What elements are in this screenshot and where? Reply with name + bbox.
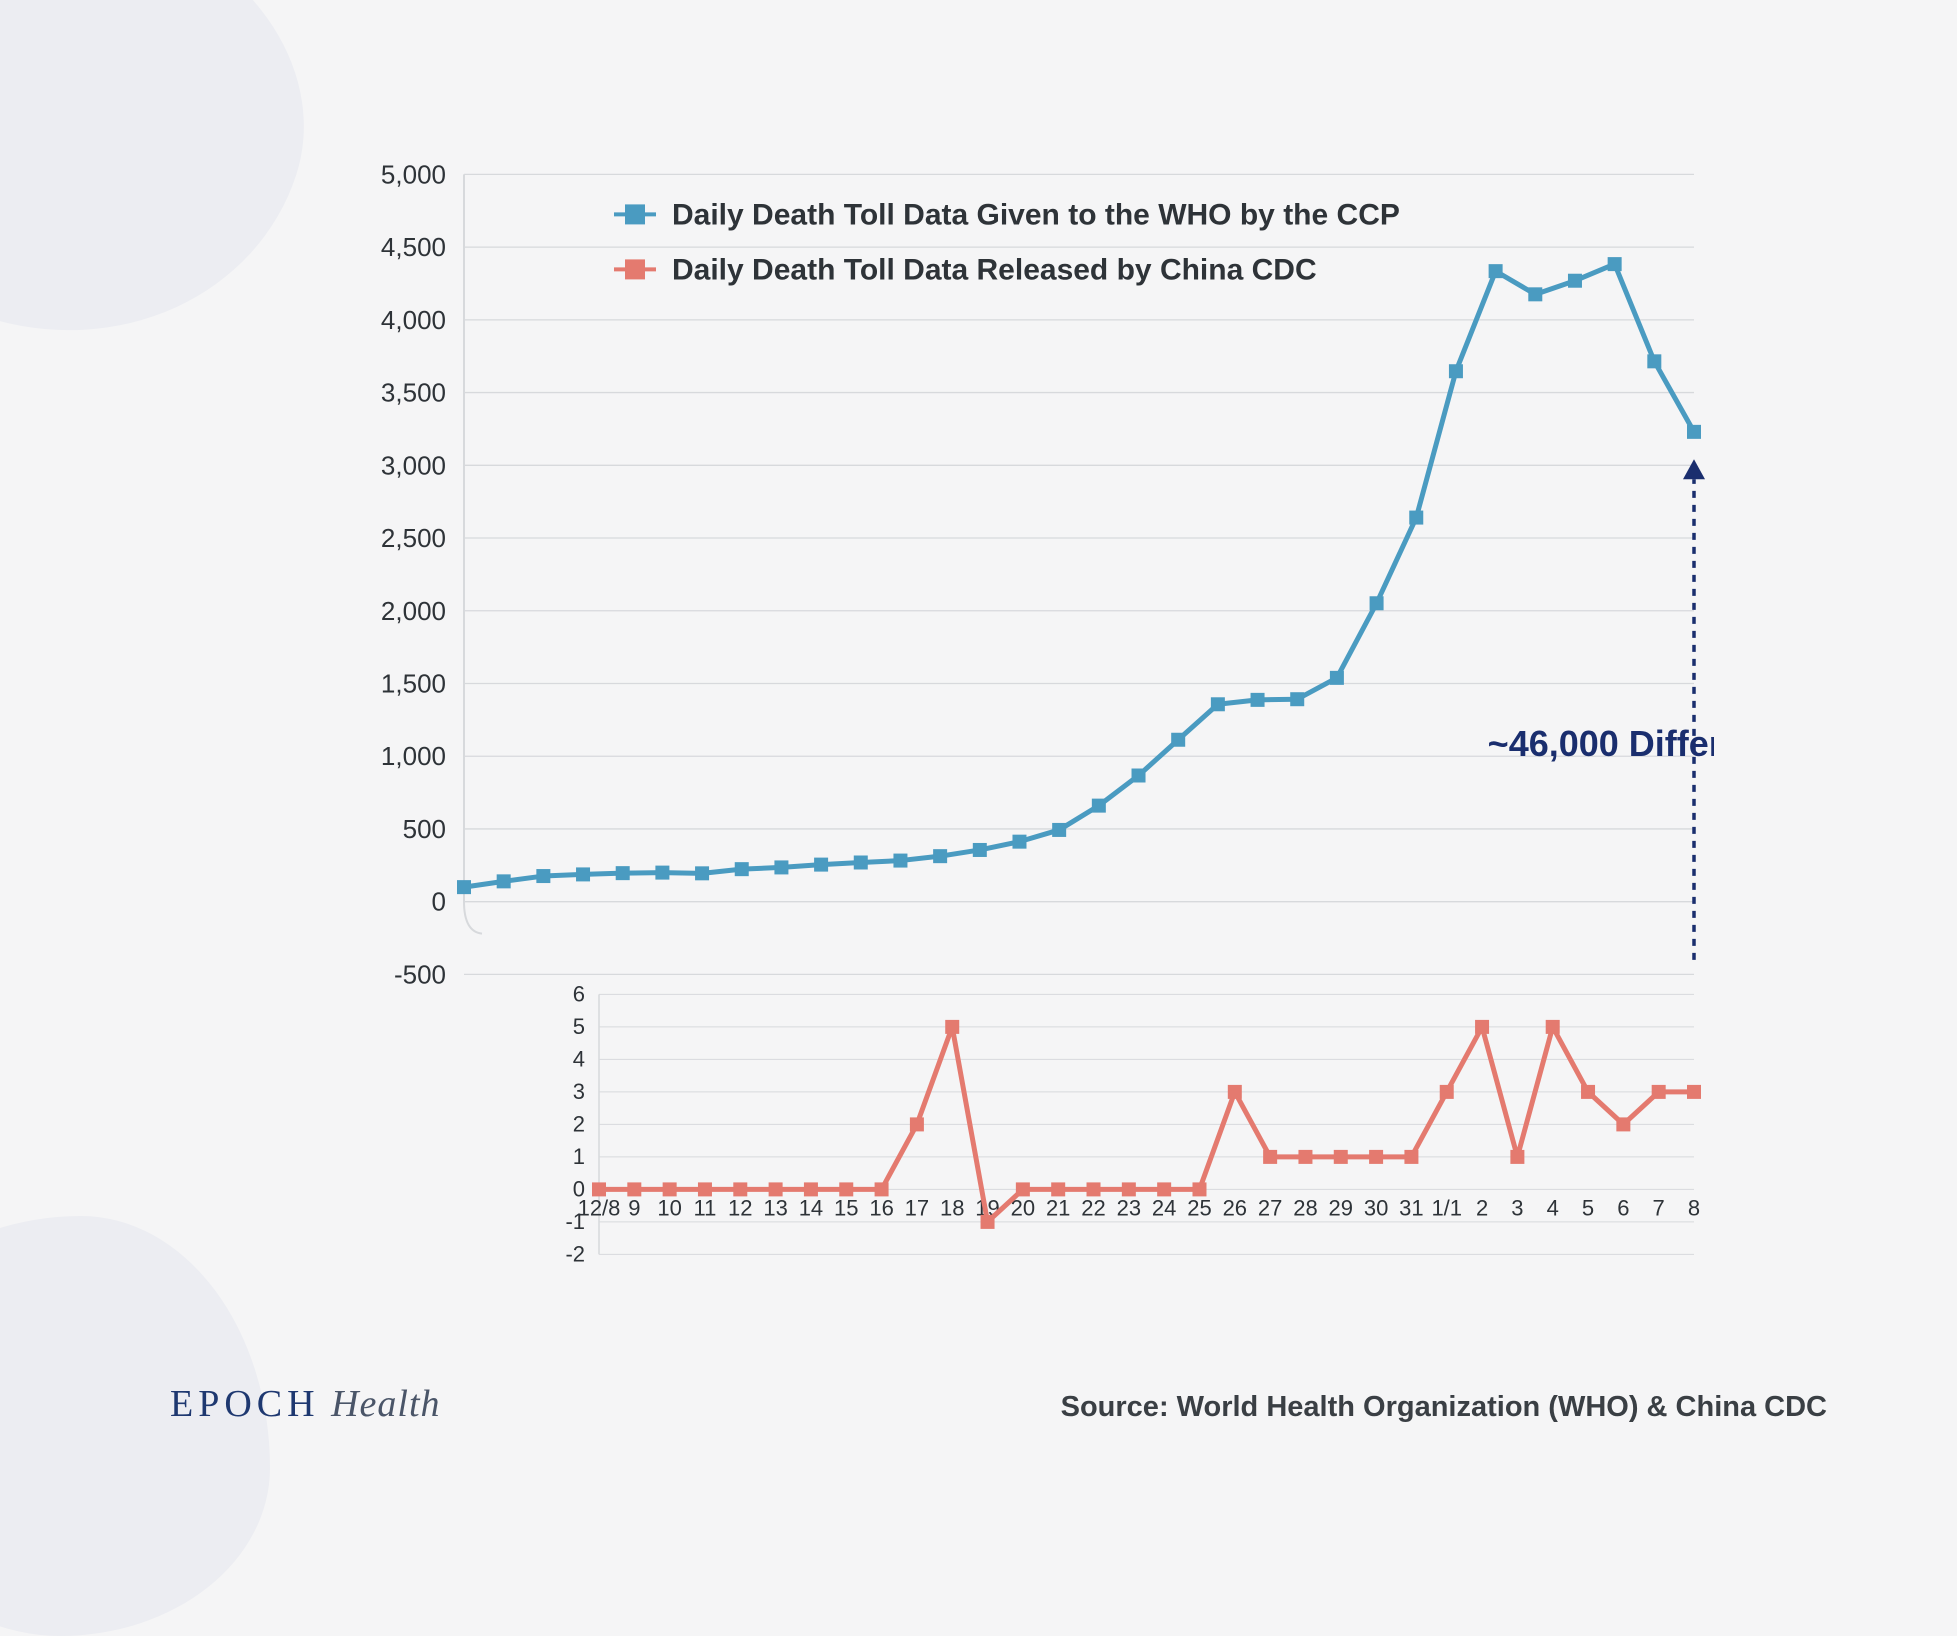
svg-text:3,500: 3,500	[380, 378, 445, 408]
svg-text:12/8: 12/8	[577, 1195, 620, 1220]
svg-text:5: 5	[572, 1014, 584, 1039]
svg-text:13: 13	[763, 1195, 787, 1220]
svg-text:4: 4	[1546, 1195, 1558, 1220]
svg-text:18: 18	[939, 1195, 963, 1220]
svg-text:27: 27	[1257, 1195, 1281, 1220]
svg-text:2: 2	[1475, 1195, 1487, 1220]
svg-text:25: 25	[1187, 1195, 1211, 1220]
svg-text:2,000: 2,000	[380, 596, 445, 626]
svg-text:30: 30	[1363, 1195, 1387, 1220]
svg-text:2: 2	[572, 1111, 584, 1136]
brand-part-2: Health	[331, 1383, 440, 1425]
svg-text:3: 3	[572, 1079, 584, 1104]
svg-text:5,000: 5,000	[380, 159, 445, 189]
svg-text:23: 23	[1116, 1195, 1140, 1220]
svg-text:24: 24	[1151, 1195, 1175, 1220]
svg-text:7: 7	[1652, 1195, 1664, 1220]
svg-text:2,500: 2,500	[380, 523, 445, 553]
svg-text:4: 4	[572, 1046, 584, 1071]
svg-text:6: 6	[572, 981, 584, 1006]
legend-label: Daily Death Toll Data Given to the WHO b…	[672, 198, 1400, 231]
chart-svg: -500 0 500 1,000 1,500 2,000 2,500 3,000 3,500 4,…	[244, 144, 1714, 1324]
svg-text:8: 8	[1687, 1195, 1699, 1220]
footer: EPOCH Health Source: World Health Organi…	[170, 1382, 1827, 1426]
svg-text:28: 28	[1293, 1195, 1317, 1220]
svg-text:-500: -500	[393, 959, 445, 989]
svg-text:14: 14	[798, 1195, 822, 1220]
svg-text:21: 21	[1045, 1195, 1069, 1220]
brand-logo: EPOCH Health	[170, 1382, 441, 1426]
svg-text:3: 3	[1511, 1195, 1523, 1220]
svg-text:10: 10	[657, 1195, 681, 1220]
svg-text:6: 6	[1617, 1195, 1629, 1220]
source-text: Source: World Health Organization (WHO) …	[1061, 1391, 1827, 1424]
svg-text:1: 1	[572, 1144, 584, 1169]
background-blob-bottom	[0, 1216, 270, 1636]
svg-text:9: 9	[628, 1195, 640, 1220]
svg-text:5: 5	[1581, 1195, 1593, 1220]
brand-part-1: EPOCH	[170, 1383, 320, 1425]
svg-text:22: 22	[1081, 1195, 1105, 1220]
svg-text:31: 31	[1399, 1195, 1423, 1220]
svg-text:3,000: 3,000	[380, 450, 445, 480]
svg-text:17: 17	[904, 1195, 928, 1220]
svg-text:1,000: 1,000	[380, 741, 445, 771]
svg-text:16: 16	[869, 1195, 893, 1220]
svg-text:0: 0	[431, 887, 445, 917]
svg-text:11: 11	[693, 1195, 716, 1220]
svg-text:29: 29	[1328, 1195, 1352, 1220]
svg-text:-2: -2	[565, 1241, 585, 1266]
svg-text:4,000: 4,000	[380, 305, 445, 335]
svg-text:26: 26	[1222, 1195, 1246, 1220]
chart-canvas: -500 0 500 1,000 1,500 2,000 2,500 3,000 3,500 4,…	[244, 144, 1714, 1324]
svg-text:1,500: 1,500	[380, 668, 445, 698]
svg-text:12: 12	[728, 1195, 752, 1220]
svg-text:1/1: 1/1	[1431, 1195, 1462, 1220]
difference-annotation: ~46,000 Difference	[1487, 723, 1713, 764]
svg-text:15: 15	[834, 1195, 858, 1220]
svg-text:500: 500	[402, 814, 445, 844]
svg-text:4,500: 4,500	[380, 232, 445, 262]
legend-label: Daily Death Toll Data Released by China …	[672, 253, 1317, 286]
